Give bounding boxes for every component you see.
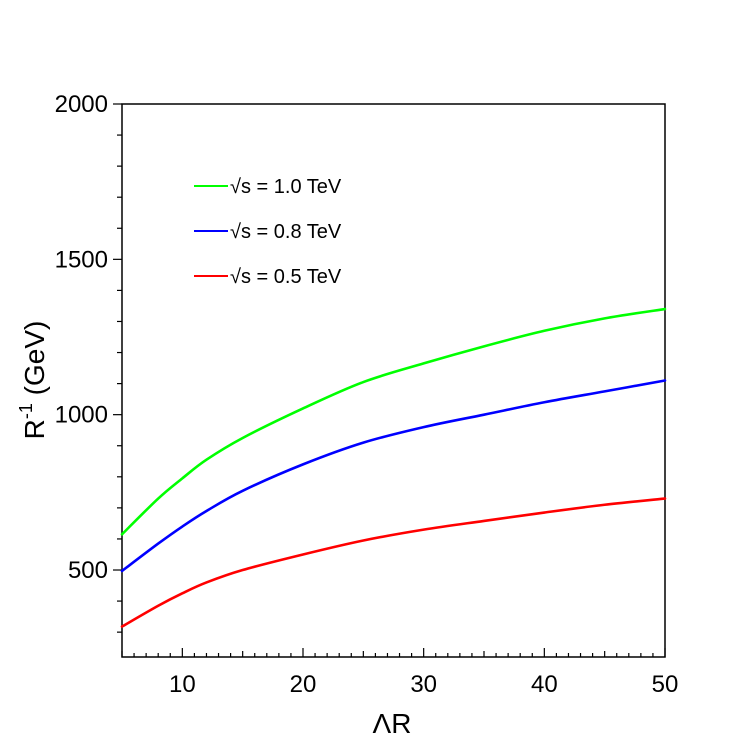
legend-label-2: √s = 0.5 TeV (230, 266, 342, 288)
x-tick-label: 50 (652, 671, 679, 698)
y-axis-label-main: R (19, 419, 50, 439)
y-tick-label: 2000 (55, 91, 108, 118)
x-axis-ticks: 10 20 30 40 50 (121, 648, 679, 698)
legend-label-0: √s = 1.0 TeV (230, 176, 342, 198)
x-tick-label: 20 (290, 671, 317, 698)
y-axis-ticks: 500 1000 1500 2000 (55, 91, 122, 633)
x-axis-label: ΛR (373, 708, 412, 736)
x-tick-label: 40 (531, 671, 558, 698)
y-axis-label-superscript: -1 (16, 403, 36, 419)
x-tick-label: 30 (410, 671, 437, 698)
series-line-1 (120, 379, 667, 573)
series-line-0 (120, 307, 667, 536)
y-axis-label-unit: (GeV) (19, 321, 50, 403)
y-axis-label: R-1 (GeV) (16, 321, 50, 440)
series-line-2 (120, 497, 667, 628)
series-layer (120, 307, 667, 628)
y-tick-label: 500 (68, 557, 108, 584)
legend-label-1: √s = 0.8 TeV (230, 221, 342, 243)
y-tick-label: 1000 (55, 402, 108, 429)
legend: √s = 1.0 TeV √s = 0.8 TeV √s = 0.5 TeV (194, 176, 342, 288)
x-tick-label: 10 (169, 671, 196, 698)
y-tick-label: 1500 (55, 246, 108, 273)
